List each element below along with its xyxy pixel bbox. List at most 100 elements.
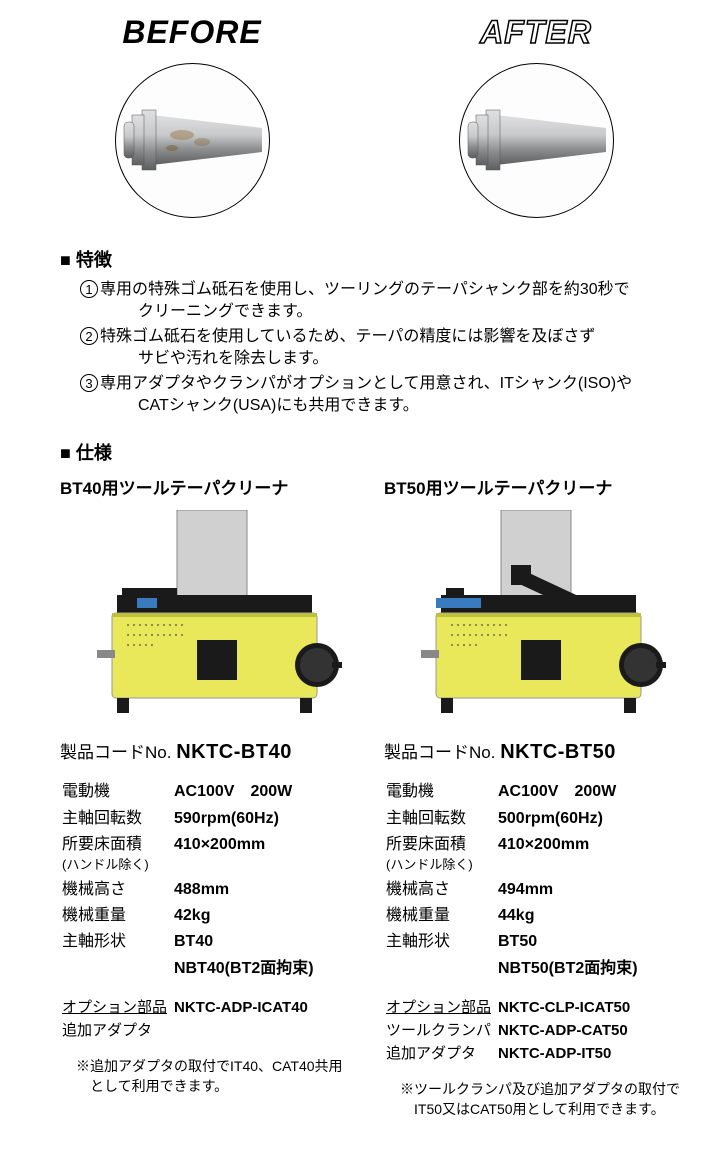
features-list: 1専用の特殊ゴム砥石を使用し、ツーリングのテーパシャンク部を約30秒でクリーニン…	[80, 279, 678, 417]
before-item: BEFORE	[115, 10, 270, 218]
spec-label: 主軸形状	[62, 930, 172, 954]
feature-item: 1専用の特殊ゴム砥石を使用し、ツーリングのテーパシャンク部を約30秒でクリーニン…	[80, 279, 678, 324]
shank-after-icon	[466, 100, 606, 180]
spec-value: 410×200mm	[174, 833, 362, 876]
code-label: 製品コードNo.	[60, 743, 171, 762]
product-title: BT40用ツールテーパクリーナ	[60, 477, 364, 501]
feature-num: 1	[80, 280, 98, 298]
before-after-section: BEFORE AFTE	[20, 10, 708, 218]
option-row: 追加アダプタ	[62, 1020, 362, 1041]
spec-label	[62, 957, 172, 981]
spec-label: 所要床面積(ハンドル除く)	[386, 833, 496, 876]
note-cont: として利用できます。	[90, 1077, 364, 1097]
spec-value: 488mm	[174, 878, 362, 902]
option-row: オプション部品NKTC-CLP-ICAT50	[386, 997, 686, 1018]
machine-icon	[82, 510, 342, 720]
spec-sublabel: (ハンドル除く)	[386, 856, 496, 874]
spec-row: 所要床面積(ハンドル除く)410×200mm	[62, 833, 362, 876]
spec-label: 主軸形状	[386, 930, 496, 954]
spec-row: 主軸形状BT50	[386, 930, 686, 954]
feature-text: 特殊ゴム砥石を使用しているため、テーパの精度には影響を及ぼさず	[100, 328, 595, 345]
after-label: AFTER	[459, 10, 614, 55]
option-value	[174, 1020, 362, 1041]
option-label: オプション部品	[62, 997, 172, 1018]
option-row: オプション部品NKTC-ADP-ICAT40	[62, 997, 362, 1018]
spec-label: 主軸回転数	[62, 807, 172, 831]
option-row: ツールクランパNKTC-ADP-CAT50	[386, 1020, 686, 1041]
option-value: NKTC-ADP-IT50	[498, 1043, 686, 1064]
machine-icon	[406, 510, 666, 720]
spec-label: 機械高さ	[62, 878, 172, 902]
option-table: オプション部品NKTC-ADP-ICAT40追加アダプタ	[60, 995, 364, 1043]
features-heading: ■ 特徴	[60, 248, 708, 273]
spec-table: 電動機AC100V 200W主軸回転数500rpm(60Hz)所要床面積(ハンド…	[384, 778, 688, 983]
spec-value: 590rpm(60Hz)	[174, 807, 362, 831]
code-label: 製品コードNo.	[384, 743, 495, 762]
spec-table: 電動機AC100V 200W主軸回転数590rpm(60Hz)所要床面積(ハンド…	[60, 778, 364, 983]
note: ※ツールクランパ及び追加アダプタの取付でIT50又はCAT50用として利用できま…	[400, 1080, 688, 1119]
machine-image	[60, 510, 364, 720]
spec-label: 電動機	[62, 780, 172, 804]
option-value: NKTC-ADP-CAT50	[498, 1020, 686, 1041]
spec-row: 機械高さ494mm	[386, 878, 686, 902]
spec-value: BT40	[174, 930, 362, 954]
before-label: BEFORE	[115, 10, 270, 55]
spec-column: BT40用ツールテーパクリーナ 製品コードNo. NKTC-BT40 電動機AC…	[60, 477, 364, 1120]
spec-column: BT50用ツールテーパクリーナ 製品コードNo. NKTC-BT50 電動機AC…	[384, 477, 688, 1120]
feature-num: 2	[80, 327, 98, 345]
option-label: 追加アダプタ	[62, 1020, 172, 1041]
spec-value: BT50	[498, 930, 686, 954]
spec-value: 500rpm(60Hz)	[498, 807, 686, 831]
before-image	[115, 63, 270, 218]
code-value: NKTC-BT50	[500, 741, 616, 763]
feature-text-cont: クリーニングできます。	[138, 301, 678, 323]
spec-row: 機械重量44kg	[386, 904, 686, 928]
spec-row: 主軸回転数590rpm(60Hz)	[62, 807, 362, 831]
after-image	[459, 63, 614, 218]
spec-label	[386, 957, 496, 981]
spec-row: 機械重量42kg	[62, 904, 362, 928]
spec-row: 所要床面積(ハンドル除く)410×200mm	[386, 833, 686, 876]
option-label: ツールクランパ	[386, 1020, 496, 1041]
machine-image	[384, 510, 688, 720]
spec-value: 42kg	[174, 904, 362, 928]
option-value: NKTC-CLP-ICAT50	[498, 997, 686, 1018]
spec-value: NBT40(BT2面拘束)	[174, 957, 362, 981]
option-row: 追加アダプタNKTC-ADP-IT50	[386, 1043, 686, 1064]
note-cont: IT50又はCAT50用として利用できます。	[414, 1100, 688, 1120]
option-label: オプション部品	[386, 997, 496, 1018]
specs-section: BT40用ツールテーパクリーナ 製品コードNo. NKTC-BT40 電動機AC…	[60, 477, 688, 1120]
spec-value: 410×200mm	[498, 833, 686, 876]
feature-text-cont: サビや汚れを除去します。	[138, 348, 678, 370]
spec-row: 電動機AC100V 200W	[386, 780, 686, 804]
spec-value: AC100V 200W	[174, 780, 362, 804]
spec-label: 機械高さ	[386, 878, 496, 902]
product-code-row: 製品コードNo. NKTC-BT50	[384, 738, 688, 766]
spec-row: NBT40(BT2面拘束)	[62, 957, 362, 981]
product-title: BT50用ツールテーパクリーナ	[384, 477, 688, 501]
spec-label: 所要床面積(ハンドル除く)	[62, 833, 172, 876]
option-value: NKTC-ADP-ICAT40	[174, 997, 362, 1018]
spec-row: 主軸形状BT40	[62, 930, 362, 954]
spec-label: 機械重量	[386, 904, 496, 928]
spec-value: AC100V 200W	[498, 780, 686, 804]
shank-before-icon	[122, 100, 262, 180]
note: ※追加アダプタの取付でIT40、CAT40共用として利用できます。	[76, 1057, 364, 1096]
feature-text: 専用アダプタやクランパがオプションとして用意され、ITシャンク(ISO)や	[100, 375, 632, 392]
option-label: 追加アダプタ	[386, 1043, 496, 1064]
spec-label: 主軸回転数	[386, 807, 496, 831]
spec-value: 494mm	[498, 878, 686, 902]
spec-row: NBT50(BT2面拘束)	[386, 957, 686, 981]
spec-row: 機械高さ488mm	[62, 878, 362, 902]
spec-value: NBT50(BT2面拘束)	[498, 957, 686, 981]
spec-row: 主軸回転数500rpm(60Hz)	[386, 807, 686, 831]
feature-item: 3専用アダプタやクランパがオプションとして用意され、ITシャンク(ISO)やCA…	[80, 373, 678, 418]
spec-sublabel: (ハンドル除く)	[62, 856, 172, 874]
spec-label: 電動機	[386, 780, 496, 804]
specs-heading: ■ 仕様	[60, 441, 708, 466]
after-item: AFTER	[459, 10, 614, 218]
option-table: オプション部品NKTC-CLP-ICAT50ツールクランパNKTC-ADP-CA…	[384, 995, 688, 1066]
code-value: NKTC-BT40	[176, 741, 292, 763]
feature-text: 専用の特殊ゴム砥石を使用し、ツーリングのテーパシャンク部を約30秒で	[100, 281, 630, 298]
feature-num: 3	[80, 374, 98, 392]
